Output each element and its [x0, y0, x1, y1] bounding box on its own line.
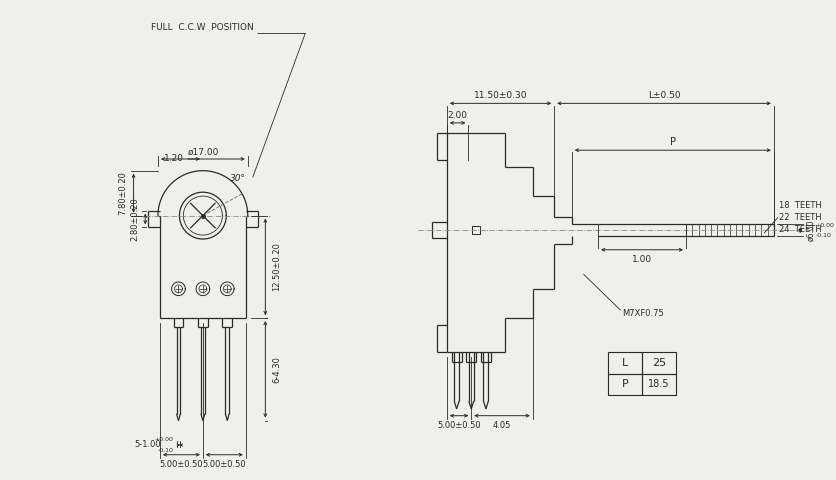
Text: +0.00: +0.00 — [816, 223, 834, 228]
Text: 30°: 30° — [230, 174, 246, 183]
Text: 7.80±0.20: 7.80±0.20 — [119, 171, 127, 215]
Text: -0.10: -0.10 — [816, 233, 832, 238]
Text: 24  TEETH: 24 TEETH — [778, 225, 821, 234]
Text: P: P — [670, 137, 675, 147]
Bar — [608, 352, 642, 374]
Text: 5.00±0.50: 5.00±0.50 — [202, 460, 246, 469]
Bar — [642, 374, 676, 395]
Bar — [472, 227, 480, 234]
Text: P: P — [622, 380, 629, 389]
Text: 5.00±0.50: 5.00±0.50 — [160, 460, 203, 469]
Text: 22  TEETH: 22 TEETH — [778, 213, 821, 222]
Text: M7XF0.75: M7XF0.75 — [623, 309, 665, 318]
Text: L: L — [622, 358, 628, 368]
Text: 5-1.00: 5-1.00 — [135, 441, 161, 449]
Text: -0.10: -0.10 — [158, 448, 174, 453]
Text: 1.20: 1.20 — [164, 155, 184, 164]
Text: 6-4.30: 6-4.30 — [273, 356, 282, 383]
Text: 18.5: 18.5 — [649, 380, 670, 389]
Bar — [608, 374, 642, 395]
Text: FULL  C.C.W  POSITION: FULL C.C.W POSITION — [151, 23, 254, 32]
Text: 12.50±0.20: 12.50±0.20 — [273, 242, 282, 291]
Bar — [642, 352, 676, 374]
Text: 18  TEETH: 18 TEETH — [778, 201, 822, 210]
Text: 11.50±0.30: 11.50±0.30 — [474, 91, 528, 100]
Text: 1.00: 1.00 — [632, 255, 652, 264]
Text: L±0.50: L±0.50 — [648, 91, 681, 100]
Text: 2.00: 2.00 — [447, 110, 467, 120]
Text: 25: 25 — [652, 358, 666, 368]
Text: ø6.00: ø6.00 — [807, 219, 815, 241]
Text: 5.00±0.50: 5.00±0.50 — [437, 421, 481, 430]
Text: ø17.00: ø17.00 — [187, 148, 218, 156]
Text: +0.00: +0.00 — [155, 437, 174, 442]
Text: 2.80±0.20: 2.80±0.20 — [130, 197, 139, 241]
Text: 4.05: 4.05 — [493, 421, 511, 430]
